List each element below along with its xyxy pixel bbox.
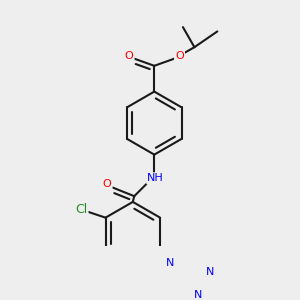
Text: O: O [125,51,134,61]
Text: NH: NH [147,173,164,183]
Text: O: O [175,51,184,61]
Text: N: N [206,267,214,277]
Text: Cl: Cl [75,203,87,216]
Text: N: N [194,290,202,300]
Text: O: O [103,179,111,189]
Text: N: N [166,259,174,269]
